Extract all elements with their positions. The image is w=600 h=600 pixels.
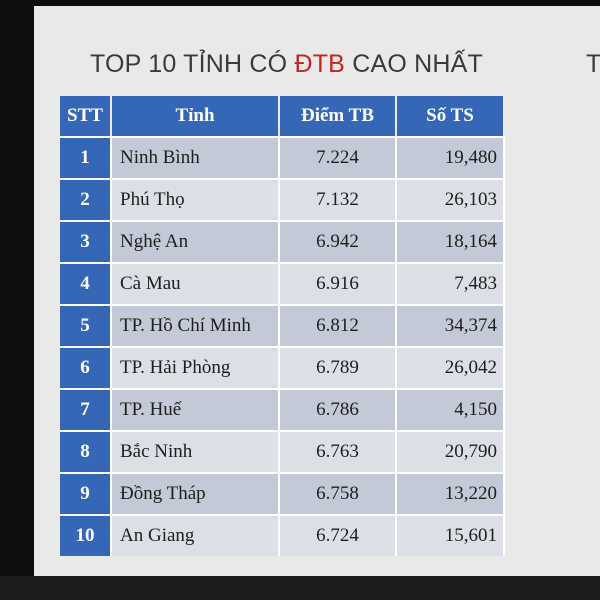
cell-tinh: An Giang xyxy=(112,514,280,556)
cell-so: 20,790 xyxy=(397,430,505,472)
cell-stt: 3 xyxy=(60,220,112,262)
header-stt: STT xyxy=(60,96,112,136)
cell-so: 26,103 xyxy=(397,178,505,220)
cell-tinh: Cà Mau xyxy=(112,262,280,304)
cell-so: 7,483 xyxy=(397,262,505,304)
cell-diem: 6.789 xyxy=(280,346,397,388)
cell-diem: 6.942 xyxy=(280,220,397,262)
table-row: 5 TP. Hồ Chí Minh 6.812 34,374 xyxy=(60,304,505,346)
cell-so: 18,164 xyxy=(397,220,505,262)
cell-so: 26,042 xyxy=(397,346,505,388)
cell-diem: 6.758 xyxy=(280,472,397,514)
cell-so: 34,374 xyxy=(397,304,505,346)
table-row: 8 Bắc Ninh 6.763 20,790 xyxy=(60,430,505,472)
title-text-start: TOP 10 TỈNH CÓ xyxy=(90,50,295,78)
next-slide-title-fragment: T xyxy=(586,50,600,78)
cell-so: 15,601 xyxy=(397,514,505,556)
cell-diem: 6.763 xyxy=(280,430,397,472)
cell-diem: 6.786 xyxy=(280,388,397,430)
title-accent-text: ĐTB xyxy=(294,50,346,78)
cell-tinh: Bắc Ninh xyxy=(112,430,280,472)
table-row: 6 TP. Hải Phòng 6.789 26,042 xyxy=(60,346,505,388)
table-row: 1 Ninh Bình 7.224 19,480 xyxy=(60,136,505,178)
cell-tinh: Phú Thọ xyxy=(112,178,280,220)
table-row: 7 TP. Huế 6.786 4,150 xyxy=(60,388,505,430)
cell-stt: 8 xyxy=(60,430,112,472)
cell-diem: 7.224 xyxy=(280,136,397,178)
table-row: 9 Đồng Tháp 6.758 13,220 xyxy=(60,472,505,514)
title-text-end: CAO NHẤT xyxy=(345,50,483,78)
table-row: 10 An Giang 6.724 15,601 xyxy=(60,514,505,556)
presentation-slide: TOP 10 TỈNH CÓ ĐTB CAO NHẤT T STT Tỉnh Đ… xyxy=(34,6,600,576)
cell-tinh: TP. Hồ Chí Minh xyxy=(112,304,280,346)
cell-diem: 6.724 xyxy=(280,514,397,556)
cell-tinh: Ninh Bình xyxy=(112,136,280,178)
table-row: 2 Phú Thọ 7.132 26,103 xyxy=(60,178,505,220)
table-row: 3 Nghệ An 6.942 18,164 xyxy=(60,220,505,262)
cell-so: 13,220 xyxy=(397,472,505,514)
cell-stt: 6 xyxy=(60,346,112,388)
header-tinh: Tỉnh xyxy=(112,96,280,136)
cell-tinh: TP. Huế xyxy=(112,388,280,430)
ranking-table: STT Tỉnh Điểm TB Số TS 1 Ninh Bình 7.224… xyxy=(60,96,505,556)
cell-tinh: Nghệ An xyxy=(112,220,280,262)
cell-so: 4,150 xyxy=(397,388,505,430)
cell-diem: 6.916 xyxy=(280,262,397,304)
cell-so: 19,480 xyxy=(397,136,505,178)
slide-title: TOP 10 TỈNH CÓ ĐTB CAO NHẤT xyxy=(90,50,483,79)
cell-stt: 2 xyxy=(60,178,112,220)
cell-tinh: TP. Hải Phòng xyxy=(112,346,280,388)
cell-tinh: Đồng Tháp xyxy=(112,472,280,514)
cell-stt: 1 xyxy=(60,136,112,178)
table-row: 4 Cà Mau 6.916 7,483 xyxy=(60,262,505,304)
bottom-dark-bar xyxy=(0,576,600,600)
cell-stt: 4 xyxy=(60,262,112,304)
header-so-ts: Số TS xyxy=(397,96,505,136)
header-diem-tb: Điểm TB xyxy=(280,96,397,136)
cell-diem: 7.132 xyxy=(280,178,397,220)
cell-stt: 7 xyxy=(60,388,112,430)
cell-stt: 9 xyxy=(60,472,112,514)
table-header-row: STT Tỉnh Điểm TB Số TS xyxy=(60,96,505,136)
cell-stt: 10 xyxy=(60,514,112,556)
cell-stt: 5 xyxy=(60,304,112,346)
cell-diem: 6.812 xyxy=(280,304,397,346)
